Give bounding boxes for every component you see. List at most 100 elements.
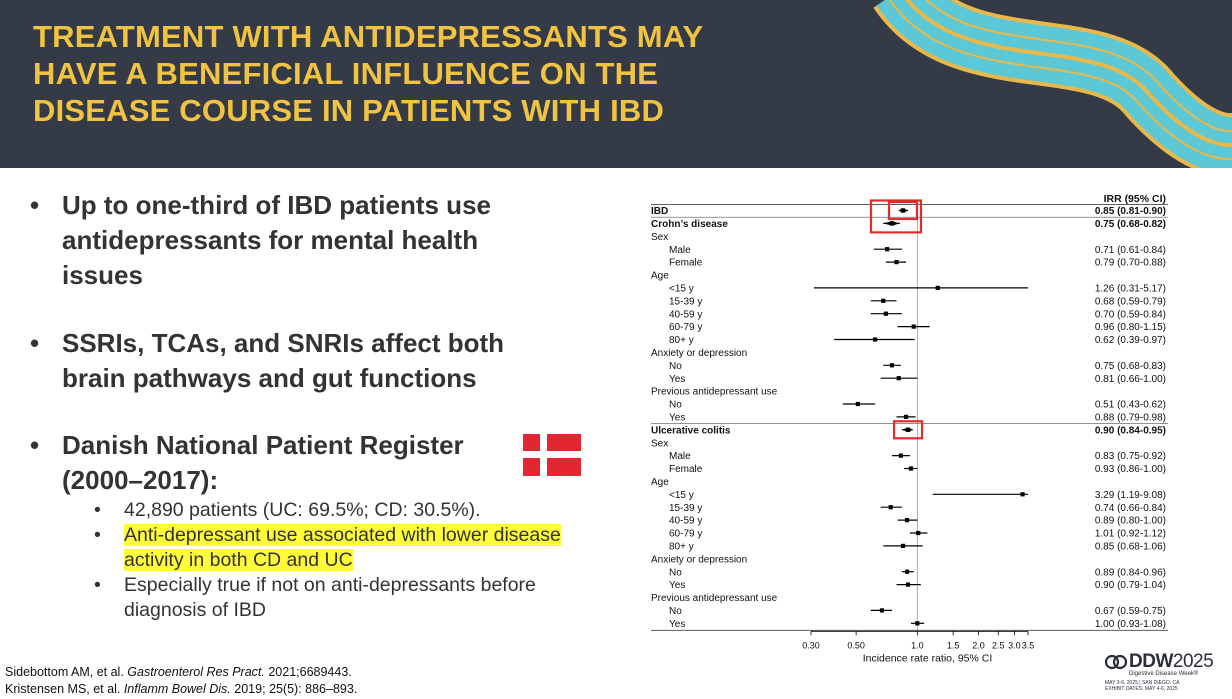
point-estimate (905, 427, 911, 432)
sub-bullet: • Especially true if not on anti-depress… (62, 573, 590, 623)
row-label: <15 y (669, 490, 694, 501)
ci-value: 0.89 (0.84-0.96) (1095, 567, 1166, 578)
point-estimate (915, 621, 920, 626)
point-estimate (908, 466, 914, 471)
row-label: 15-39 y (669, 296, 702, 307)
bullet-dot-icon: • (30, 430, 40, 460)
ci-value: 0.75 (0.68-0.83) (1095, 361, 1166, 372)
x-axis-label: Incidence rate ratio, 95% CI (863, 652, 993, 664)
title-line: TREATMENT WITH ANTIDEPRESSANTS MAY (33, 19, 704, 54)
sub-bullet-dot-icon: • (94, 524, 101, 546)
sub-bullet-dot-icon: • (94, 574, 101, 596)
ci-value: 0.90 (0.79-1.04) (1095, 580, 1166, 591)
row-label: Yes (669, 413, 685, 424)
bullet-dot-icon: • (30, 328, 40, 358)
sub-bullet-dot-icon: • (94, 499, 101, 521)
bullet-item: • Danish National Patient Register (2000… (30, 428, 590, 623)
logo-dates-line: MAY 3-6, 2025 | SAN DIEGO, CA (1105, 680, 1180, 686)
reference-authors: Kristensen MS, et al. (5, 682, 124, 696)
row-label: Female (669, 258, 703, 269)
point-estimate (884, 247, 890, 252)
forest-plot: IRR (95% CI) IBD 0.85 (0.81-0.90) Crohn’s d… (651, 193, 1168, 664)
sub-bullet-line: Especially true if not on anti-depressan… (124, 574, 536, 596)
row-label: No (669, 361, 682, 372)
reference-details: 2021;6689443. (264, 665, 352, 679)
point-estimate (900, 543, 906, 548)
bullet-item: • Up to one-third of IBD patients use an… (30, 188, 590, 293)
point-estimate (911, 324, 916, 329)
point-estimate (898, 453, 903, 458)
ci-value: 0.83 (0.75-0.92) (1095, 451, 1166, 462)
point-estimate (855, 401, 860, 407)
point-estimate (889, 221, 895, 226)
slide-header: TREATMENT WITH ANTIDEPRESSANTS MAY HAVE … (0, 0, 1232, 168)
row-label: 40-59 y (669, 309, 702, 320)
ddw-logo: DDW2025 Digestive Disease Week® MAY 3-6,… (1105, 651, 1225, 696)
row-label: 15-39 y (669, 503, 702, 514)
logo-name: DDW2025 (1129, 651, 1214, 673)
sub-bullet: • Anti-depressant use associated with lo… (62, 523, 590, 573)
bullet-line: (2000–2017): (62, 465, 219, 495)
ci-value: 1.00 (0.93-1.08) (1095, 619, 1166, 630)
reference-authors: Sidebottom AM, et al. (5, 665, 128, 679)
point-estimate (873, 337, 878, 342)
reference-line: Kristensen MS, et al. Inflamm Bowel Dis.… (5, 681, 357, 698)
logo-name-text: DDW (1129, 651, 1173, 672)
sub-bullet-line: diagnosis of IBD (124, 599, 266, 621)
point-estimate (904, 518, 910, 523)
highlighted-text: activity in both CD and UC (124, 549, 353, 571)
bullet-line: antidepressants for mental health (62, 225, 479, 255)
point-estimate (889, 363, 895, 368)
ci-value: 0.85 (0.81-0.90) (1095, 206, 1166, 217)
x-tick-label: 0.50 (847, 640, 865, 650)
row-label: Yes (669, 374, 685, 385)
bullet-line: Up to one-third of IBD patients use (62, 190, 491, 220)
reference-journal: Inflamm Bowel Dis. (123, 682, 231, 696)
row-label: Crohn’s disease (651, 219, 728, 230)
point-estimate (879, 608, 885, 613)
title-line: HAVE A BENEFICIAL INFLUENCE ON THE (33, 56, 659, 91)
highlight-box (887, 200, 919, 221)
row-label: Male (669, 245, 691, 256)
row-label: Previous antidepressant use (651, 593, 778, 604)
row-label: Previous antidepressant use (651, 387, 778, 398)
row-label: Age (651, 477, 669, 488)
ci-value: 0.62 (0.39-0.97) (1095, 335, 1166, 346)
logo-year: 2025 (1172, 651, 1214, 672)
ci-value: 0.71 (0.61-0.84) (1095, 245, 1166, 256)
column-header: IRR (95% CI) (1104, 193, 1166, 205)
ci-value: 1.01 (0.92-1.12) (1095, 529, 1166, 540)
row-label: 80+ y (669, 542, 694, 553)
row-label: Female (669, 464, 703, 475)
ci-value: 0.85 (0.68-1.06) (1095, 542, 1166, 553)
x-tick-label: 1.5 (947, 640, 960, 650)
logo-dates: MAY 3-6, 2025 | SAN DIEGO, CA EXHIBIT DA… (1105, 680, 1179, 692)
logo-tagline: Digestive Disease Week® (1129, 671, 1199, 677)
point-estimate (894, 260, 899, 265)
row-label: 80+ y (669, 335, 694, 346)
point-estimate (905, 582, 911, 587)
ci-value: 0.89 (0.80-1.00) (1095, 516, 1166, 527)
row-label: No (669, 606, 682, 617)
bullet-line: Danish National Patient Register (62, 430, 464, 460)
row-label: Yes (669, 580, 685, 591)
reference-line: Sidebottom AM, et al. Gastroenterol Res … (5, 664, 357, 681)
row-label: 60-79 y (669, 322, 702, 333)
row-label: Yes (669, 619, 685, 630)
ci-value: 0.51 (0.43-0.62) (1095, 400, 1166, 411)
point-estimate (888, 505, 893, 510)
row-label: Anxiety or depression (651, 348, 747, 359)
ci-value: 0.70 (0.59-0.84) (1095, 309, 1166, 320)
bullet-line: SSRIs, TCAs, and SNRIs affect both (62, 328, 505, 358)
x-tick-label: 1.0 (911, 640, 924, 650)
row-label: 60-79 y (669, 529, 702, 540)
point-estimate (900, 208, 906, 213)
ci-value: 0.68 (0.59-0.79) (1095, 296, 1166, 307)
highlight-box-group (869, 199, 923, 234)
x-tick-label: 2.0 (972, 640, 985, 650)
ci-value: 0.88 (0.79-0.98) (1095, 413, 1166, 424)
point-estimate (896, 376, 901, 381)
x-tick-label: 0.30 (802, 640, 820, 650)
ci-value: 0.93 (0.86-1.00) (1095, 464, 1166, 475)
point-estimate (1020, 492, 1025, 497)
